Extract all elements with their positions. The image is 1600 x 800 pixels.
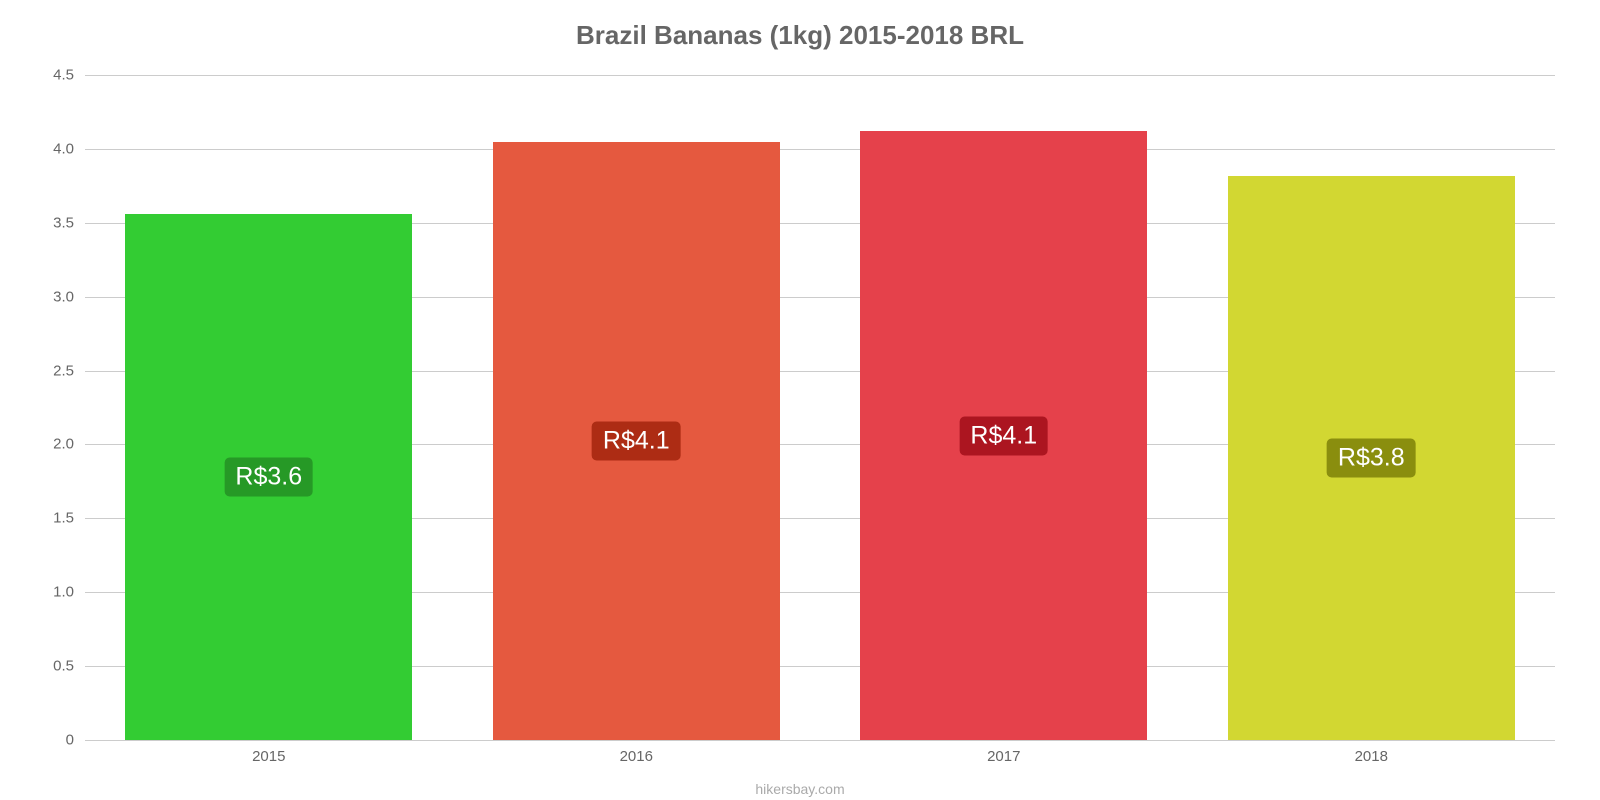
gridline [85,149,1555,150]
y-tick-label: 4.5 [53,67,74,84]
y-tick-label: 1.5 [53,510,74,527]
x-tick-label: 2018 [1355,748,1388,765]
y-tick-label: 3.5 [53,214,74,231]
y-tick-label: 0.5 [53,658,74,675]
y-tick-label: 3.0 [53,288,74,305]
x-axis: 2015 2016 2017 2018 [85,745,1555,770]
chart-container: Brazil Bananas (1kg) 2015-2018 BRL 0 0.5 1… [40,20,1560,780]
gridline [85,740,1555,741]
y-tick-label: 1.0 [53,584,74,601]
attribution-text: hikersbay.com [755,781,844,797]
chart-title: Brazil Bananas (1kg) 2015-2018 BRL [40,20,1560,51]
bar-value-label: R$4.1 [959,416,1048,455]
y-tick-label: 2.5 [53,362,74,379]
y-tick-label: 2.0 [53,436,74,453]
x-tick-label: 2015 [252,748,285,765]
y-tick-label: 4.0 [53,140,74,157]
y-tick-label: 0 [66,732,74,749]
plot-area: R$3.6 R$4.1 R$4.1 R$3.8 [85,75,1555,740]
gridline [85,75,1555,76]
bar-value-label: R$3.8 [1327,438,1416,477]
bar-value-label: R$4.1 [592,421,681,460]
bar-value-label: R$3.6 [224,457,313,496]
x-tick-label: 2017 [987,748,1020,765]
y-axis: 00.51.01.52.02.53.03.54.04.5 [40,75,82,740]
x-tick-label: 2016 [620,748,653,765]
